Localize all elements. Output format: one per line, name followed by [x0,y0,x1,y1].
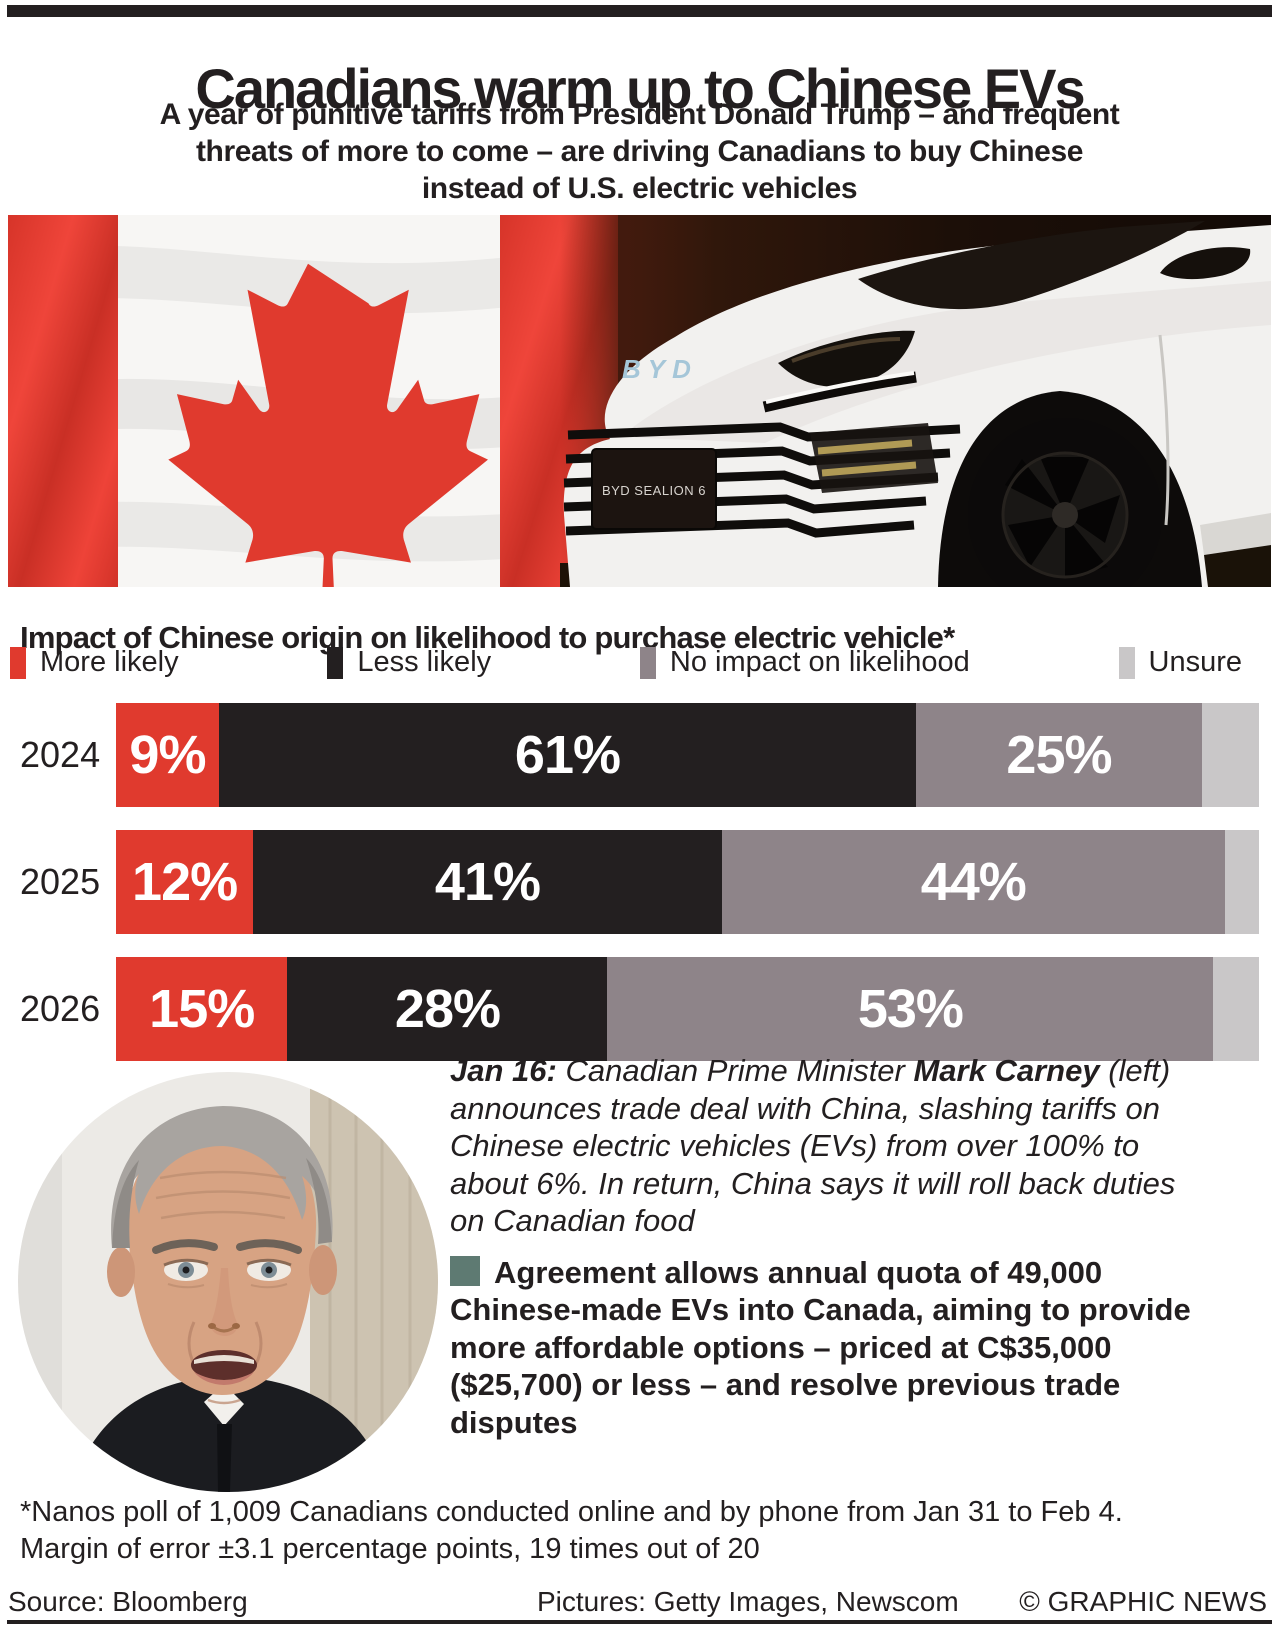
bar-segment [1201,703,1259,807]
bar-row: 2025 12% 41% 44% [0,830,1279,934]
bullet-paragraph: Agreement allows annual quota of 49,000 … [450,1254,1192,1442]
bar-value-label: 25% [1006,725,1112,785]
legend-item: Unsure [1118,646,1243,679]
legend-label: More likely [40,646,179,678]
legend-swatch-unsure [1118,646,1135,679]
bar-segment: 25% [916,703,1202,807]
caption-name: Mark Carney [913,1053,1100,1088]
caption-date: Jan 16: [450,1053,557,1088]
stacked-bar-chart: 2024 9% 61% 25% 2025 12% 41% 44% 2026 15% 28% 53% [0,703,1279,1084]
legend-swatch-more-likely [10,646,26,679]
bottom-rule [7,1620,1272,1624]
story-text-column: Jan 16: Canadian Prime Minister Mark Car… [450,1052,1192,1441]
bar-year-label: 2026 [20,988,101,1029]
bar-value-label: 15% [149,979,255,1039]
pictures-credit: Pictures: Getty Images, Newscom [537,1586,959,1617]
legend-label: Unsure [1148,646,1243,678]
car-badge: BYD SEALION 6 [602,483,706,498]
bar-year-label: 2025 [20,861,101,902]
bar-value-label: 41% [434,852,541,912]
caption-text: (left) announces trade deal with China, … [450,1053,1176,1238]
footnote: *Nanos poll of 1,009 Canadians conducted… [20,1494,1260,1568]
bullet-square-icon [450,1255,480,1286]
legend-item: No impact on likelihood [639,646,970,679]
caption-text: Canadian Prime Minister [556,1053,914,1088]
top-rule [7,5,1272,17]
legend-item: Less likely [327,646,491,679]
bar-track: 15% 28% 53% [116,957,1259,1061]
source-credit: Source: Bloomberg [8,1586,248,1617]
legend-label: No impact on likelihood [669,646,970,678]
hero-photo: BYD BYD SEALION 6 [8,215,1271,587]
bar-value-label: 44% [920,852,1027,912]
legend-item: More likely [10,646,179,679]
bar-value-label: 12% [132,852,238,912]
bar-track: 12% 41% 44% [116,830,1259,934]
legend-swatch-no-impact [639,646,656,679]
bar-segment: 12% [116,830,254,934]
bar-track: 9% 61% 25% [116,703,1259,807]
bar-value-label: 9% [129,725,206,785]
legend-swatch-less-likely [327,646,344,679]
bullet-text: Agreement allows annual quota of 49,000 … [450,1254,1191,1440]
mark-carney-photo [18,1072,438,1492]
page-title: Canadians warm up to Chinese EVs [195,56,1085,120]
subtitle-line: A year of punitive tariffs from Presiden… [159,98,1120,131]
bar-segment: 9% [116,703,219,807]
chart-title: Impact of Chinese origin on likelihood t… [20,619,955,655]
bar-segment [1213,957,1259,1061]
bar-value-label: 28% [394,979,501,1039]
canada-flag-image [8,215,618,587]
bar-year-label: 2024 [20,734,101,775]
subtitle-line: threats of more to come – are driving Ca… [195,134,1084,168]
bar-row: 2024 9% 61% 25% [0,703,1279,807]
chart-legend: More likely Less likely No impact on lik… [10,646,1242,679]
maple-leaf-icon [168,263,488,587]
bar-segment: 28% [287,957,608,1061]
footnote-line: Margin of error ±3.1 percentage points, … [20,1532,760,1565]
bar-segment: 15% [116,957,288,1061]
bar-segment [1224,830,1259,934]
car-logo: BYD [622,354,698,384]
byd-car-image: BYD BYD SEALION 6 [560,215,1271,587]
portrait-image [18,1072,438,1492]
bar-segment: 41% [253,830,722,934]
legend-label: Less likely [357,646,492,678]
subtitle-line: instead of U.S. electric vehicles [421,171,858,205]
bar-row: 2026 15% 28% 53% [0,957,1279,1061]
bar-segment: 53% [607,957,1214,1061]
page-subtitle: A year of punitive tariffs from Presiden… [0,97,1279,208]
footnote-line: *Nanos poll of 1,009 Canadians conducted… [20,1496,1123,1528]
bar-value-label: 53% [857,979,964,1039]
bar-segment: 61% [218,703,917,807]
bar-segment: 44% [721,830,1225,934]
bar-value-label: 61% [514,725,621,785]
footer: Source: Bloomberg Pictures: Getty Images… [8,1586,1271,1617]
caption: Jan 16: Canadian Prime Minister Mark Car… [450,1052,1192,1240]
graphic-news-credit: © GRAPHIC NEWS [1019,1586,1267,1617]
